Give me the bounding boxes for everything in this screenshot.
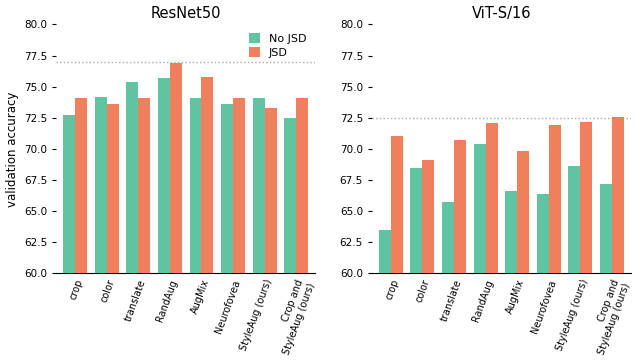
Bar xyxy=(486,123,497,273)
Bar xyxy=(474,144,486,273)
Bar xyxy=(202,77,214,273)
Bar xyxy=(548,125,561,273)
Bar xyxy=(63,115,76,273)
Bar xyxy=(580,122,592,273)
Bar xyxy=(505,191,517,273)
Bar xyxy=(296,98,308,273)
Bar xyxy=(454,140,466,273)
Bar xyxy=(253,98,264,273)
Y-axis label: validation accuracy: validation accuracy xyxy=(6,91,19,207)
Bar xyxy=(221,104,233,273)
Bar xyxy=(600,184,612,273)
Bar xyxy=(138,98,150,273)
Bar xyxy=(76,98,87,273)
Legend: No JSD, JSD: No JSD, JSD xyxy=(245,30,310,62)
Bar xyxy=(391,136,403,273)
Bar xyxy=(158,78,170,273)
Bar xyxy=(107,104,119,273)
Bar xyxy=(233,98,245,273)
Bar xyxy=(95,97,107,273)
Bar xyxy=(422,160,435,273)
Bar xyxy=(410,168,422,273)
Title: ResNet50: ResNet50 xyxy=(150,5,221,21)
Bar xyxy=(379,230,391,273)
Bar xyxy=(189,98,202,273)
Bar xyxy=(170,63,182,273)
Bar xyxy=(264,108,276,273)
Bar xyxy=(517,151,529,273)
Bar xyxy=(612,117,624,273)
Bar xyxy=(284,118,296,273)
Bar xyxy=(536,194,548,273)
Title: ViT-S/16: ViT-S/16 xyxy=(472,5,531,21)
Bar xyxy=(442,202,454,273)
Bar xyxy=(568,166,580,273)
Bar xyxy=(127,82,138,273)
